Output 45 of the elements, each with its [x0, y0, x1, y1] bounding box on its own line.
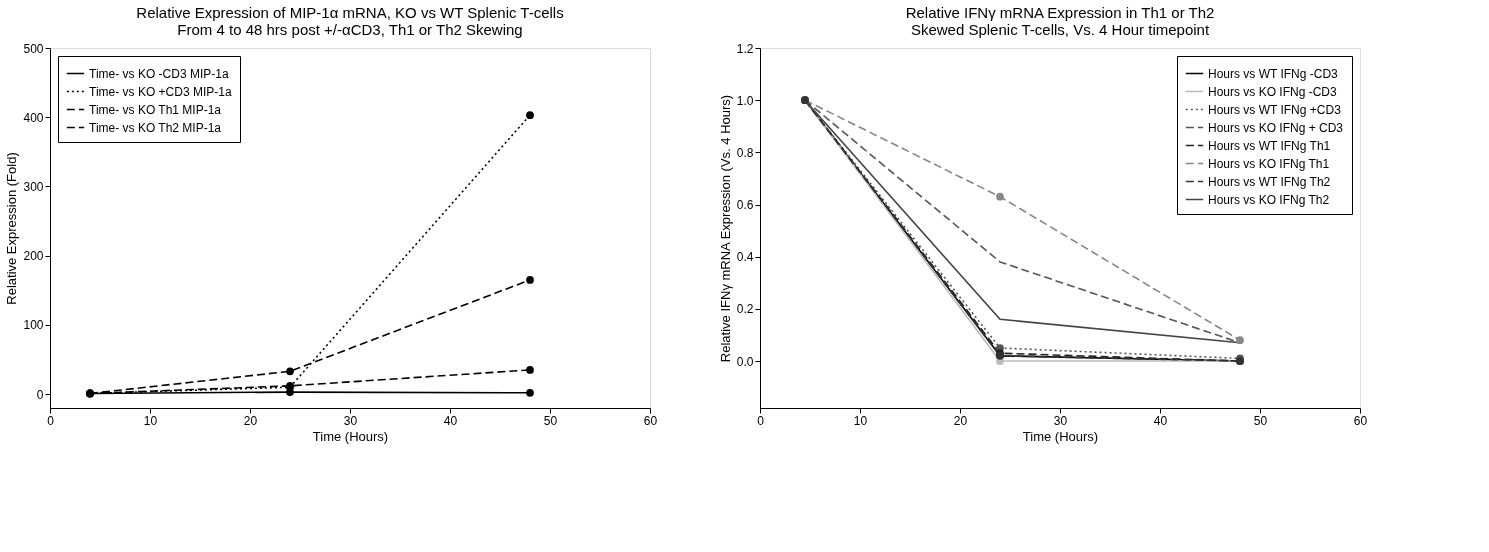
legend-label: Hours vs KO IFNg Th1 [1208, 156, 1330, 171]
y-tick-label: 400 [23, 110, 44, 125]
legend-label: Time- vs KO Th1 MIP-1a [89, 102, 222, 117]
y-axis-title: Relative Expression (Fold) [4, 152, 20, 305]
x-tick-label: 60 [643, 413, 658, 428]
x-axis-title: Time (Hours) [1022, 428, 1099, 444]
x-tick-label: 0 [757, 413, 765, 428]
y-tick-label: 0.2 [736, 302, 754, 317]
x-tick-label: 30 [1053, 413, 1068, 428]
y-tick-label: 0 [36, 387, 44, 402]
legend-label: Hours vs WT IFNg Th2 [1208, 174, 1331, 189]
legend-label: Hours vs WT IFNg Th1 [1208, 138, 1331, 153]
legend-label: Hours vs WT IFNg +CD3 [1208, 102, 1342, 117]
x-axis-title: Time (Hours) [312, 428, 389, 444]
x-tick-label: 20 [953, 413, 968, 428]
x-tick-label: 50 [543, 413, 558, 428]
legend-label: Hours vs KO IFNg Th2 [1208, 192, 1330, 207]
legend-label: Time- vs KO +CD3 MIP-1a [89, 84, 232, 99]
x-tick-label: 60 [1353, 413, 1368, 428]
legend-label: Time- vs KO -CD3 MIP-1a [89, 66, 229, 81]
y-tick-label: 1.2 [736, 41, 754, 56]
legend-label: Hours vs KO IFNg -CD3 [1208, 84, 1338, 99]
y-tick-label: 100 [23, 318, 44, 333]
x-tick-label: 20 [243, 413, 258, 428]
chart-title: Relative Expression of MIP-1α mRNA, KO vs WT Splenic T-cells From 4 to 48 hrs post +/-αCD3, Th1 or Th2 Skewing [136, 4, 564, 38]
x-tick-label: 40 [443, 413, 458, 428]
x-tick-label: 10 [853, 413, 868, 428]
x-tick-label: 0 [47, 413, 55, 428]
x-tick-label: 50 [1253, 413, 1268, 428]
y-tick-label: 200 [23, 249, 44, 264]
y-axis-title: Relative IFNγ mRNA Expression (Vs. 4 Hours) [717, 94, 733, 363]
y-tick-label: 0.4 [736, 250, 754, 265]
y-tick-label: 1.0 [736, 93, 754, 108]
y-tick-label: 300 [23, 179, 44, 194]
legend-label: Hours vs KO IFNg + CD3 [1208, 120, 1344, 135]
y-tick-label: 0.0 [736, 354, 754, 369]
legend-label: Hours vs WT IFNg -CD3 [1208, 66, 1339, 81]
x-tick-label: 30 [343, 413, 358, 428]
y-tick-label: 0.8 [736, 145, 754, 160]
y-tick-label: 500 [23, 41, 44, 56]
x-tick-label: 40 [1153, 413, 1168, 428]
chart-title: Relative IFNγ mRNA Expression in Th1 or Th2 Skewed Splenic T-cells, Vs. 4 Hour timepoint [905, 4, 1215, 38]
x-tick-label: 10 [143, 413, 158, 428]
legend-label: Time- vs KO Th2 MIP-1a [89, 120, 222, 135]
y-tick-label: 0.6 [736, 198, 754, 213]
